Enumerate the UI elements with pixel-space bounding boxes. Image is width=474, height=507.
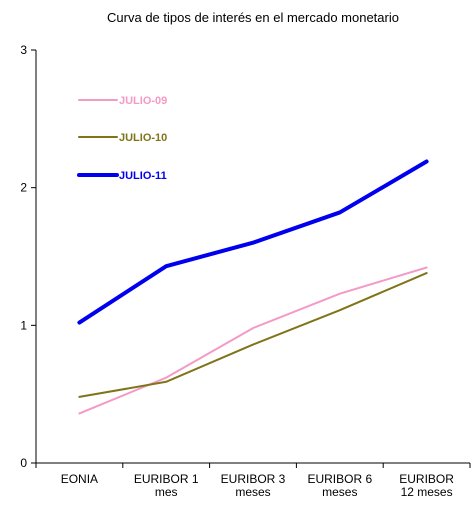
x-tick-label: EURIBOR 12 meses (399, 472, 454, 499)
x-tick-label-line: meses (235, 485, 270, 499)
x-tick-label-line: EONIA (61, 472, 98, 486)
legend-label: JULIO-09 (119, 95, 167, 107)
legend-label: JULIO-11 (119, 170, 167, 182)
x-tick-label: EONIA (61, 472, 98, 486)
y-tick-label: 2 (20, 181, 27, 195)
x-tick-label: EURIBOR 1 mes (134, 472, 199, 499)
x-tick-label-line: mes (155, 485, 178, 499)
x-tick-label-line: 12 meses (401, 485, 453, 499)
series-line-julio-10 (78, 272, 428, 398)
legend-label: JULIO-10 (119, 132, 167, 144)
x-tick-label-line: meses (322, 485, 357, 499)
x-tick-label-line: EURIBOR 3 (221, 472, 286, 486)
y-tick-label: 3 (20, 43, 27, 57)
x-tick-label-line: EURIBOR 6 (307, 472, 372, 486)
x-tick-label: EURIBOR 3 meses (221, 472, 286, 499)
y-tick-label: 0 (20, 456, 27, 470)
x-tick-label: EURIBOR 6 meses (307, 472, 372, 499)
x-tick-label-line: EURIBOR 1 (134, 472, 199, 486)
chart-title: Curva de tipos de interés en el mercado … (107, 10, 399, 25)
y-tick-label: 1 (20, 318, 27, 332)
series-layer (77, 159, 429, 415)
legend: JULIO-09 JULIO-10 JULIO-11 (77, 95, 167, 182)
series-line-julio-11 (77, 159, 429, 325)
x-tick-label-line: EURIBOR (399, 472, 454, 486)
